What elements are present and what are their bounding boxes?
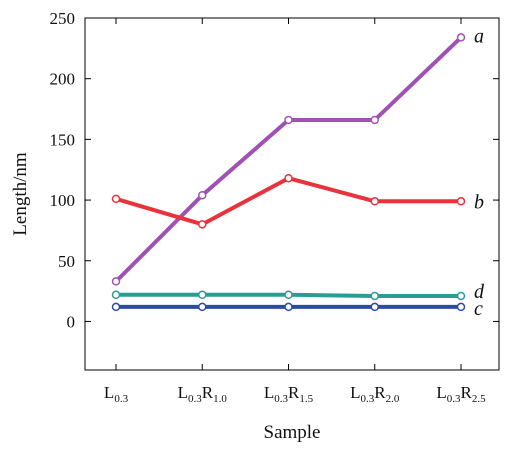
data-point-c (284, 302, 293, 312)
y-tick-label: 0 (67, 312, 76, 331)
series-tags: a b dc (474, 25, 485, 319)
y-tick-label: 250 (50, 9, 76, 28)
y-tick-label: 50 (58, 252, 75, 271)
x-axis-title: Sample (264, 422, 321, 443)
x-tick-label: L0.3R1.0 (178, 383, 228, 405)
series-tag-d: d (474, 281, 485, 303)
data-point-a (456, 33, 466, 42)
series-tag-a: a (474, 25, 484, 47)
data-point-c (370, 302, 379, 312)
data-point-b (111, 194, 121, 204)
data-point-a (370, 115, 379, 125)
data-point-b (456, 197, 466, 206)
x-tick-label: L0.3R1.5 (264, 383, 314, 405)
data-point-a (284, 115, 293, 125)
x-tick-label: L0.3R2.5 (436, 383, 486, 405)
data-point-d (198, 290, 207, 299)
y-tick-label: 100 (50, 191, 76, 210)
series-tag-c: c (474, 298, 483, 320)
x-tick-label: L0.3 (104, 383, 129, 405)
data-point-b (284, 173, 293, 183)
y-axis-title: Length/nm (10, 152, 31, 236)
series-layer (111, 33, 466, 312)
x-tick-label: L0.3R2.0 (350, 383, 400, 405)
y-tick-label: 200 (50, 70, 76, 89)
y-axis-ticks: 0 50 100 150 200 250 (50, 9, 499, 331)
data-point-d (456, 291, 466, 301)
data-point-a (198, 190, 207, 200)
data-point-b (370, 197, 379, 206)
data-point-c (198, 302, 207, 312)
data-point-d (284, 290, 293, 299)
y-tick-label: 150 (50, 130, 76, 149)
plot-frame (84, 17, 500, 371)
series-line-a (114, 35, 463, 283)
data-point-c (456, 302, 466, 312)
data-point-b (198, 220, 207, 229)
series-tag-b: b (474, 191, 484, 213)
x-axis-ticks: L0.3 L0.3R1.0 L0.3R1.5 L0.3R2.0 L0.3R2.5 (104, 18, 486, 405)
data-point-d (111, 290, 121, 299)
data-point-a (111, 277, 121, 286)
series-line-b (115, 176, 461, 227)
data-point-c (111, 302, 121, 312)
data-point-d (370, 291, 379, 301)
